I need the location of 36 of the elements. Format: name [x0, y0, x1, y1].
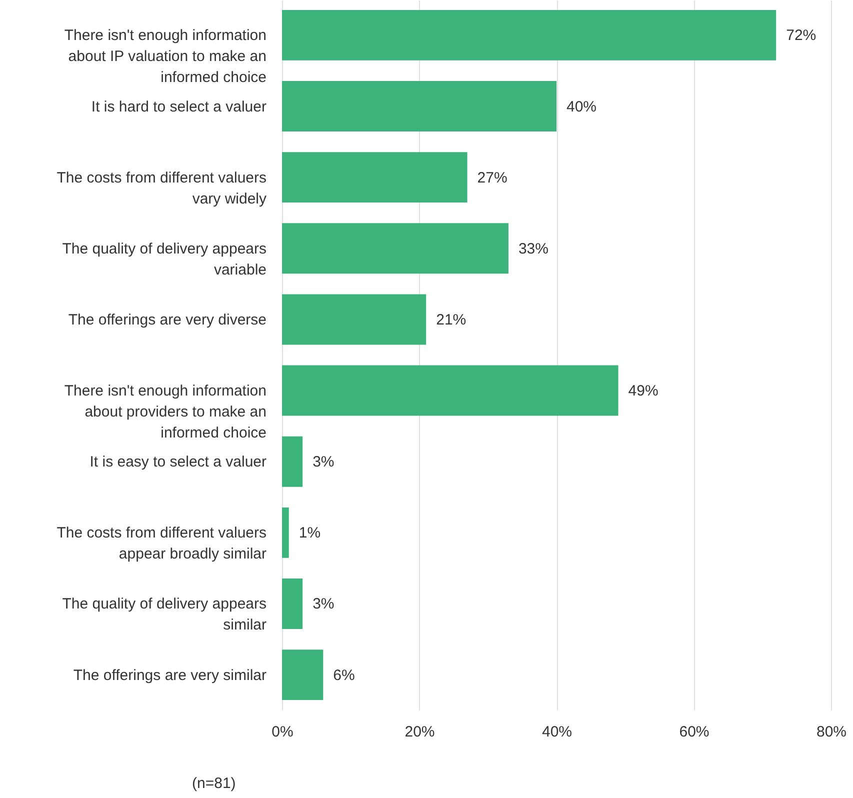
y-tick-label: The costs from different valuers appear broadly similar [56, 524, 266, 563]
y-tick-label: There isn't enough information about providers to make an informed choice [64, 382, 266, 442]
y-tick-label: It is hard to select a valuer [91, 98, 266, 116]
x-tick-label: 20% [404, 724, 435, 740]
data-label: 27% [477, 169, 508, 186]
bar [282, 436, 303, 487]
text: (n=81) [192, 775, 236, 792]
data-label: 72% [786, 27, 816, 44]
bar [282, 507, 289, 558]
bar [282, 81, 556, 132]
y-tick-label: There isn't enough information about IP valuation to make an informed choice [64, 27, 266, 86]
y-tick-label: The offerings are very diverse [68, 311, 266, 328]
data-label: 3% [312, 596, 334, 613]
data-label: 3% [312, 454, 334, 471]
x-tick-label: 0% [272, 724, 294, 740]
bar [282, 152, 468, 203]
bar [282, 223, 508, 274]
data-label: 1% [298, 524, 321, 542]
y-tick-label: The offerings are very similar [73, 666, 267, 684]
data-label: 21% [436, 311, 466, 328]
bar [282, 294, 426, 345]
bar [282, 365, 618, 416]
data-label: 49% [628, 382, 658, 400]
data-label: 40% [566, 98, 597, 116]
x-tick-label: 60% [679, 724, 710, 740]
y-tick-label: The quality of delivery appears similar [62, 596, 266, 634]
y-tick-label: It is easy to select a valuer [90, 454, 267, 471]
x-tick-label: 40% [542, 724, 572, 740]
bar [282, 650, 324, 700]
x-tick-label: 80% [816, 724, 847, 740]
y-tick-label: The quality of delivery appears variable [62, 240, 266, 278]
y-tick-label: The costs from different valuers vary widely [56, 169, 267, 208]
data-label: 33% [518, 240, 548, 258]
bar [282, 578, 303, 629]
data-label: 6% [333, 666, 355, 684]
bar [282, 10, 776, 60]
